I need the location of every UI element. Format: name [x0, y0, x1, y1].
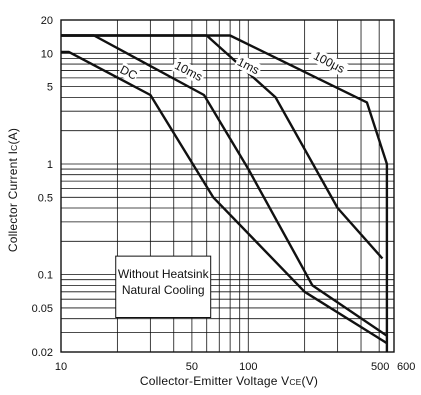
x-tick-label: 500 [371, 361, 389, 373]
curve-label-bg [117, 62, 141, 84]
x-tick-label: 100 [239, 361, 257, 373]
x-axis-title-sub: CE [289, 377, 301, 387]
y-axis-title-sub: C [9, 145, 19, 151]
y-axis-title-main: Collector Current I [6, 151, 20, 252]
grid [61, 20, 394, 352]
y-tick-label: 10 [41, 48, 53, 60]
y-tick-label: 5 [47, 82, 53, 94]
x-tick-label: 10 [55, 361, 67, 373]
curve-labels: DC 10ms 1ms 100μs [117, 46, 351, 85]
y-axis-title: Collector Current IC(A) [6, 128, 20, 252]
x-tick-label: 50 [186, 361, 198, 373]
condition-note: Without Heatsink Natural Cooling [115, 255, 212, 318]
x-tick-label: 600 [397, 361, 415, 373]
x-tick-labels: 10 50 100 500 600 [55, 361, 415, 373]
curve-100μs [61, 34, 389, 352]
y-axis-title-unit: (A) [6, 128, 20, 145]
x-axis-title: Collector-Emitter Voltage VCE(V) [140, 374, 318, 388]
y-tick-label: 0.05 [32, 303, 53, 315]
y-tick-labels: 20 10 5 1 0.5 0.1 0.05 0.02 [32, 15, 53, 359]
note-box [115, 255, 212, 318]
curve-label-bg [233, 53, 263, 78]
curve-label-group: 100μs [308, 46, 351, 78]
curve-label-100μs: 100μs [311, 49, 347, 76]
curve-DC [61, 50, 388, 345]
y-tick-label: 20 [41, 15, 53, 27]
y-tick-label: 0.02 [32, 347, 53, 359]
y-tick-label: 1 [47, 159, 53, 171]
x-axis-title-unit: (V) [302, 374, 319, 388]
curve-label-bg [308, 46, 351, 78]
note-line-2: Natural Cooling [122, 283, 205, 297]
curve-label-bg [170, 57, 207, 85]
y-tick-label: 0.1 [38, 270, 53, 282]
x-axis-title-main: Collector-Emitter Voltage V [140, 374, 289, 388]
y-tick-label: 0.5 [38, 192, 53, 204]
curves [61, 34, 389, 352]
plot-frame [60, 19, 395, 353]
curve-label-group: 10ms [170, 57, 207, 85]
note-line-1: Without Heatsink [118, 267, 210, 281]
